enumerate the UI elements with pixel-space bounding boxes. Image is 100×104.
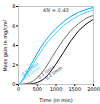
svg-text:0.2 l/min: 0.2 l/min xyxy=(44,65,63,81)
svg-text:Mass gain in mg/cm²: Mass gain in mg/cm² xyxy=(2,19,9,71)
svg-text:8: 8 xyxy=(12,3,15,9)
svg-text:2: 2 xyxy=(12,62,15,68)
svg-text:1500: 1500 xyxy=(68,86,81,92)
svg-text:0: 0 xyxy=(12,81,15,87)
svg-text:Time (in min): Time (in min) xyxy=(38,97,72,103)
svg-text:0.4 l/min: 0.4 l/min xyxy=(22,65,42,81)
svg-text:0.3 l/min: 0.3 l/min xyxy=(36,64,56,80)
svg-text:4: 4 xyxy=(12,42,15,48)
svg-text:0: 0 xyxy=(17,86,20,92)
svg-text:6: 6 xyxy=(12,23,15,29)
svg-text:KN = 0.43: KN = 0.43 xyxy=(43,7,69,13)
svg-text:2000: 2000 xyxy=(87,86,100,92)
svg-text:1000: 1000 xyxy=(50,86,63,92)
svg-text:0.5 l/min: 0.5 l/min xyxy=(20,61,40,77)
svg-text:500: 500 xyxy=(32,86,42,92)
